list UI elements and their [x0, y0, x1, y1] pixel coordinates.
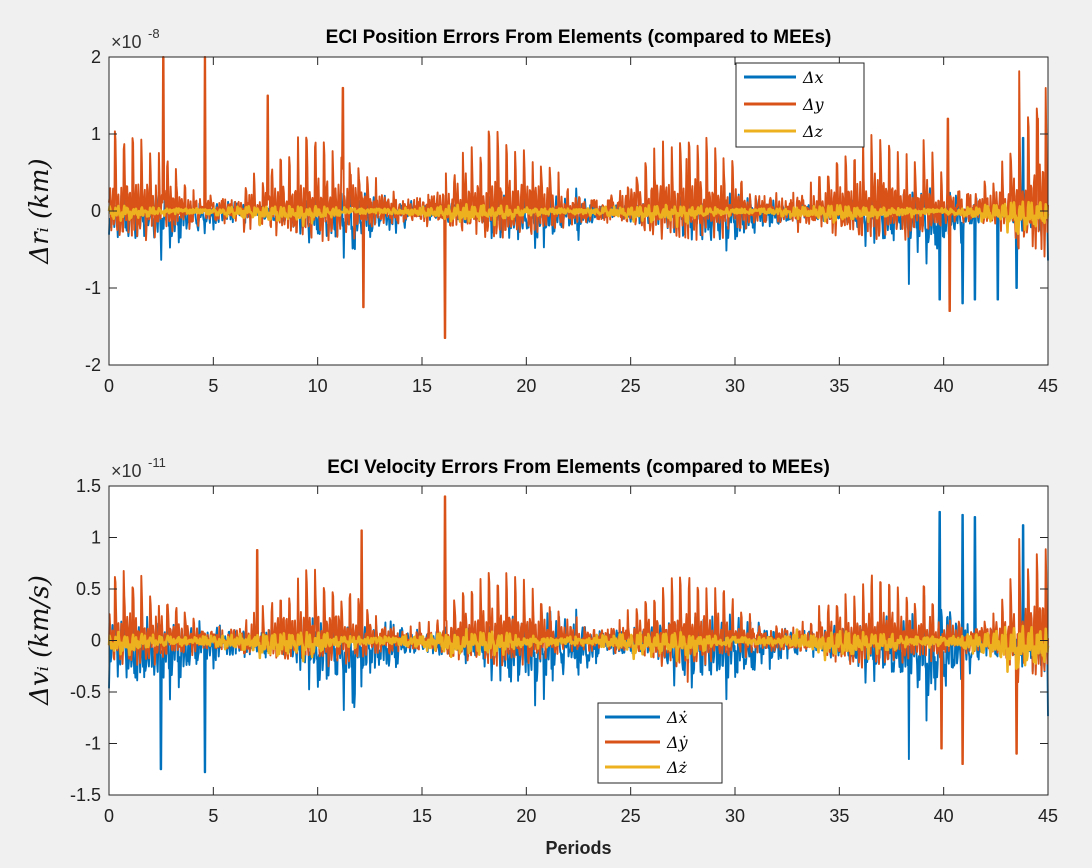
x-tick-label-vel-5: 5 — [208, 806, 218, 826]
x-tick-label-vel-0: 0 — [104, 806, 114, 826]
x-tick-label-vel-35: 35 — [829, 806, 849, 826]
x-tick-label-vel-30: 30 — [725, 806, 745, 826]
y-multiplier-velocity: ×10 -11 — [111, 455, 166, 481]
x-tick-label-pos-5: 5 — [208, 376, 218, 396]
y-tick-label-pos--2: -2 — [85, 355, 101, 375]
y-tick-label-pos--1: -1 — [85, 278, 101, 298]
series-group-position — [107, 56, 1050, 340]
x-tick-label-vel-25: 25 — [621, 806, 641, 826]
x-tick-label-vel-15: 15 — [412, 806, 432, 826]
x-tick-label-pos-35: 35 — [829, 376, 849, 396]
series-line-vel-3 — [107, 624, 1050, 673]
chart-velocity-errors: ECI Velocity Errors From Elements (compa… — [25, 455, 1058, 858]
x-tick-label-pos-25: 25 — [621, 376, 641, 396]
axes-box-position — [108, 56, 1049, 366]
y-axis-label-velocity: Δvᵢ (km/s) — [25, 575, 55, 706]
y-tick-label-pos-2: 2 — [91, 47, 101, 67]
y-tick-label-vel--0.5: -0.5 — [70, 682, 101, 702]
y-multiplier-base-velocity: ×10 — [111, 461, 142, 481]
legend-label-dy: Δy — [802, 95, 825, 114]
legend-position: Δx Δy Δz — [735, 62, 865, 148]
y-tick-label-vel--1.5: -1.5 — [70, 785, 101, 805]
y-multiplier-base-position: ×10 — [111, 32, 142, 52]
x-tick-label-pos-0: 0 — [104, 376, 114, 396]
legend-label-dxdot: Δẋ — [666, 708, 688, 727]
x-tick-label-pos-20: 20 — [516, 376, 536, 396]
series-line-pos-3 — [107, 200, 1050, 236]
x-tick-label-vel-10: 10 — [308, 806, 328, 826]
y-axis-label-position: Δrᵢ (km) — [25, 158, 55, 264]
x-tick-label-pos-30: 30 — [725, 376, 745, 396]
x-tick-label-vel-20: 20 — [516, 806, 536, 826]
x-tick-label-vel-40: 40 — [934, 806, 954, 826]
x-tick-label-pos-40: 40 — [934, 376, 954, 396]
y-tick-label-pos-0: 0 — [91, 201, 101, 221]
chart-position-errors: ECI Position Errors From Elements (compa… — [25, 26, 1058, 396]
legend-label-dydot: Δẏ — [666, 733, 689, 752]
y-tick-label-vel--1: -1 — [85, 734, 101, 754]
series-group-velocity — [107, 495, 1050, 774]
legend-velocity: Δẋ Δẏ Δż — [597, 702, 723, 784]
y-tick-label-pos-1: 1 — [91, 124, 101, 144]
legend-label-dz: Δz — [802, 122, 824, 141]
x-axis-label-velocity: Periods — [545, 838, 611, 858]
chart-title-velocity: ECI Velocity Errors From Elements (compa… — [327, 457, 830, 478]
axes-box-velocity — [108, 485, 1049, 796]
series-line-vel-1 — [108, 510, 1049, 774]
y-multiplier-position: ×10 -8 — [111, 26, 160, 52]
y-tick-label-vel-0: 0 — [91, 631, 101, 651]
x-tick-label-pos-15: 15 — [412, 376, 432, 396]
x-tick-label-pos-45: 45 — [1038, 376, 1058, 396]
y-tick-label-vel-1: 1 — [91, 528, 101, 548]
x-tick-label-pos-10: 10 — [308, 376, 328, 396]
y-multiplier-exponent-velocity: -11 — [148, 455, 166, 470]
chart-title-position: ECI Position Errors From Elements (compa… — [326, 27, 832, 48]
legend-label-dx: Δx — [802, 68, 824, 87]
y-tick-label-vel-1.5: 1.5 — [76, 476, 101, 496]
ticks-position: 0 5 10 15 20 25 30 35 40 45 -2 -1 0 1 2 — [85, 47, 1058, 396]
legend-label-dzdot: Δż — [666, 758, 688, 777]
x-tick-label-vel-45: 45 — [1038, 806, 1058, 826]
y-tick-label-vel-0.5: 0.5 — [76, 579, 101, 599]
y-multiplier-exponent-position: -8 — [148, 26, 160, 41]
